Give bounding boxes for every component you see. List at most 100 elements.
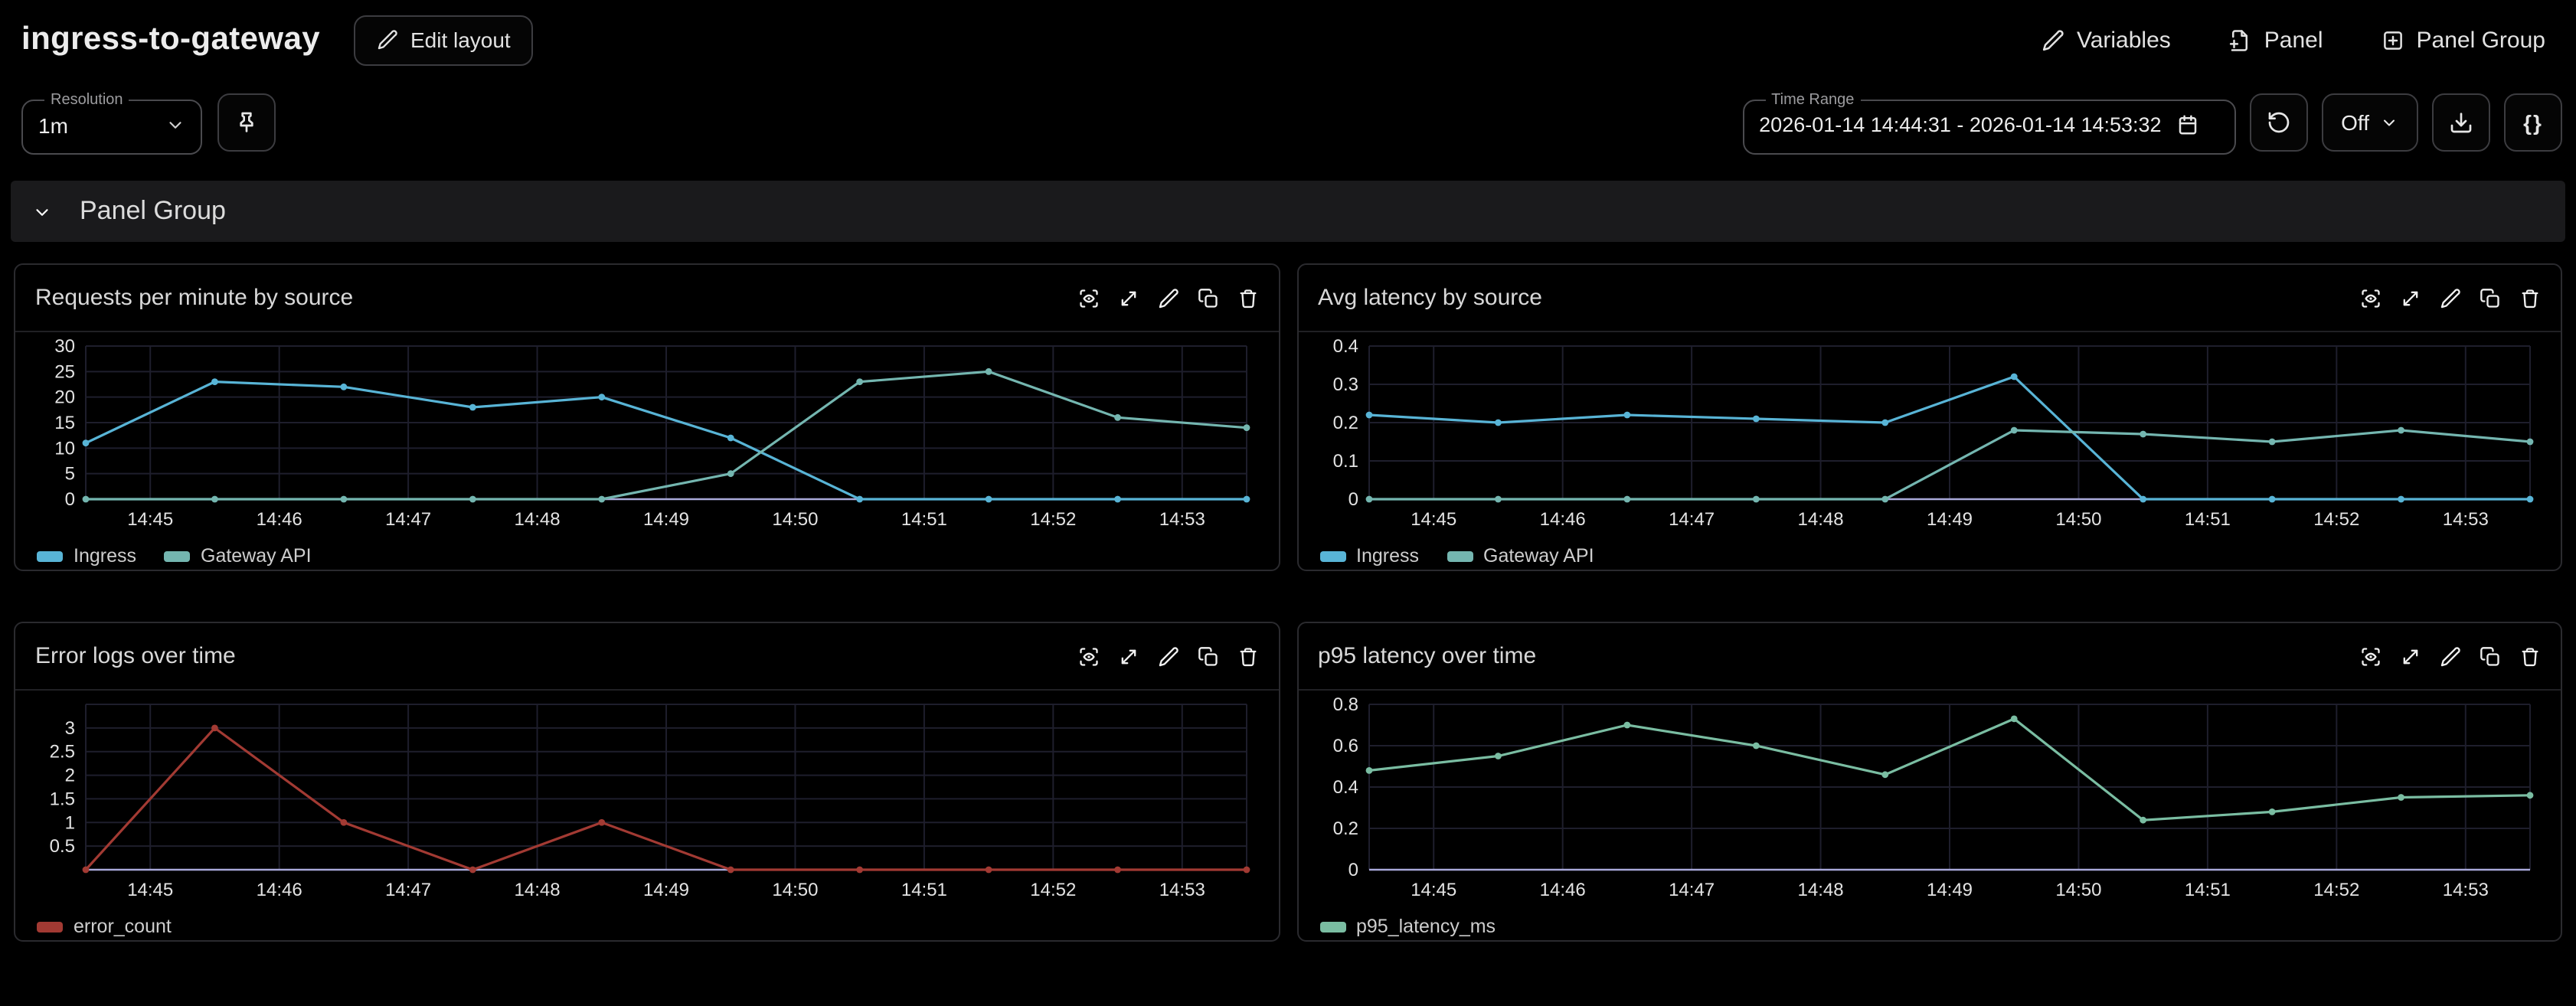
add-panel-group-label: Panel Group <box>2416 27 2545 53</box>
p95-chart-canvas: 14:45 14:46 14:47 14:48 14:49 14:50 14:51 14:52… <box>1332 694 2533 900</box>
edit-json-button[interactable]: {} <box>2504 93 2562 152</box>
panel-delete-button[interactable] <box>1237 645 1258 667</box>
add-panel-group-button[interactable]: Panel Group <box>2372 15 2555 65</box>
legend-item[interactable]: Gateway API <box>164 545 312 567</box>
panel-edit-button[interactable] <box>1157 645 1178 667</box>
legend-item[interactable]: Gateway API <box>1447 545 1594 567</box>
svg-text:0.3: 0.3 <box>1332 374 1358 395</box>
svg-text:14:48: 14:48 <box>515 880 561 900</box>
add-panel-label: Panel <box>2264 27 2323 53</box>
svg-text:14:52: 14:52 <box>2313 880 2359 900</box>
resolution-select[interactable]: Resolution 1m <box>21 91 202 154</box>
chart-legend: error_count <box>15 911 1278 940</box>
legend-swatch-icon <box>37 921 63 932</box>
legend-item[interactable]: Ingress <box>37 545 136 567</box>
scan-eye-icon <box>1079 289 1097 307</box>
panel-edit-button[interactable] <box>2440 287 2461 309</box>
download-button[interactable] <box>2432 93 2490 152</box>
refresh-interval-select[interactable]: Off <box>2321 93 2418 152</box>
svg-text:0: 0 <box>65 489 75 510</box>
panel-expand-button[interactable] <box>1117 287 1139 309</box>
panel-expand-button[interactable] <box>1117 645 1139 667</box>
svg-text:14:53: 14:53 <box>2442 880 2488 900</box>
edit-variables-button[interactable]: Variables <box>2032 15 2180 65</box>
pencil-icon <box>2440 288 2460 308</box>
copy-icon <box>2480 288 2499 307</box>
panel-duplicate-button[interactable] <box>1197 645 1218 667</box>
collapse-chevron-icon[interactable] <box>32 201 52 221</box>
panel-delete-button[interactable] <box>1237 287 1258 309</box>
panel-p95-latency: p95 latency over time 14:45 14:46 14:47 14:… <box>1296 622 2562 942</box>
svg-text:0.2: 0.2 <box>1332 818 1358 839</box>
svg-text:14:46: 14:46 <box>257 880 302 900</box>
expand-icon <box>1120 290 1136 305</box>
scan-eye-icon <box>1079 647 1097 665</box>
pin-resolution-button[interactable] <box>217 93 276 152</box>
svg-text:0.6: 0.6 <box>1332 736 1358 756</box>
legend-swatch-icon <box>1319 550 1345 561</box>
edit-layout-button[interactable]: Edit layout <box>353 15 534 65</box>
top-bar: ingress-to-gateway Edit layout Variables… <box>21 6 2555 73</box>
svg-text:14:50: 14:50 <box>2055 880 2100 900</box>
panel-edit-button[interactable] <box>1157 287 1178 309</box>
time-range-picker[interactable]: Time Range 2026-01-14 14:44:31 - 2026-01… <box>1742 91 2236 154</box>
svg-text:0.8: 0.8 <box>1332 694 1358 715</box>
error-logs-chart-canvas: 14:45 14:46 14:47 14:48 14:49 14:50 14:51 14:52… <box>50 704 1250 900</box>
pencil-icon <box>378 30 397 50</box>
resolution-value: 1m <box>38 113 68 137</box>
legend-item[interactable]: Ingress <box>1319 545 1419 567</box>
panel-grid: Requests per minute by source 14:45 14:46… <box>14 263 2562 942</box>
panel-view-button[interactable] <box>1077 287 1099 309</box>
panel-view-button[interactable] <box>2360 287 2381 309</box>
panel-delete-button[interactable] <box>2519 645 2541 667</box>
svg-text:20: 20 <box>54 387 75 408</box>
svg-text:14:49: 14:49 <box>1926 880 1972 900</box>
legend-label: Gateway API <box>201 545 312 567</box>
svg-text:14:46: 14:46 <box>1539 880 1585 900</box>
svg-text:14:53: 14:53 <box>1159 509 1205 530</box>
svg-text:14:50: 14:50 <box>772 509 818 530</box>
svg-text:14:51: 14:51 <box>901 880 947 900</box>
panel-edit-button[interactable] <box>2440 645 2461 667</box>
panel-duplicate-button[interactable] <box>1197 287 1218 309</box>
panel-view-button[interactable] <box>2360 645 2381 667</box>
scan-eye-icon <box>2362 289 2380 307</box>
panel-duplicate-button[interactable] <box>2480 645 2501 667</box>
trash-icon <box>2522 289 2538 308</box>
panel-duplicate-button[interactable] <box>2480 287 2501 309</box>
refresh-button[interactable] <box>2249 93 2308 152</box>
legend-item[interactable]: error_count <box>37 916 172 937</box>
svg-text:2: 2 <box>65 766 75 786</box>
svg-text:14:46: 14:46 <box>257 509 302 530</box>
svg-text:2.5: 2.5 <box>50 742 75 763</box>
expand-icon <box>2403 648 2418 664</box>
svg-text:14:47: 14:47 <box>1668 880 1714 900</box>
legend-item[interactable]: p95_latency_ms <box>1319 916 1496 937</box>
svg-text:14:45: 14:45 <box>1410 880 1456 900</box>
add-panel-button[interactable]: Panel <box>2220 15 2332 65</box>
file-plus-icon <box>2230 29 2248 51</box>
svg-text:3: 3 <box>65 718 75 739</box>
panel-expand-button[interactable] <box>2400 287 2421 309</box>
panel-view-button[interactable] <box>1077 645 1099 667</box>
chart-legend: p95_latency_ms <box>1298 911 2561 940</box>
variables-label: Variables <box>2076 27 2171 53</box>
svg-text:14:47: 14:47 <box>385 880 431 900</box>
panel-group-header[interactable]: Panel Group <box>11 181 2565 242</box>
svg-text:14:48: 14:48 <box>515 509 561 530</box>
legend-swatch-icon <box>1319 921 1345 932</box>
legend-swatch-icon <box>37 550 63 561</box>
legend-label: p95_latency_ms <box>1356 916 1496 937</box>
svg-text:0.2: 0.2 <box>1332 413 1358 433</box>
panel-delete-button[interactable] <box>2519 287 2541 309</box>
legend-label: Ingress <box>1356 545 1419 567</box>
expand-icon <box>2403 290 2418 305</box>
square-plus-icon <box>2383 31 2402 49</box>
trash-icon <box>1239 647 1256 666</box>
svg-text:14:48: 14:48 <box>1797 880 1843 900</box>
panel-expand-button[interactable] <box>2400 645 2421 667</box>
trash-icon <box>2522 647 2538 666</box>
legend-swatch-icon <box>164 550 190 561</box>
legend-swatch-icon <box>1447 550 1473 561</box>
panel-header: Avg latency by source <box>1298 265 2561 332</box>
